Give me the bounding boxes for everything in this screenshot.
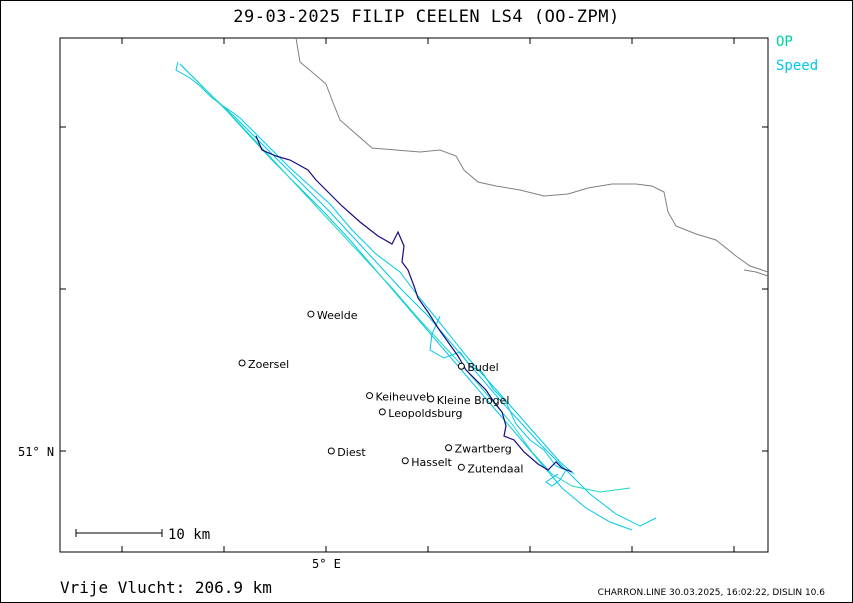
place-marker-leopoldsburg — [378, 408, 386, 416]
place-marker-zoersel — [238, 359, 246, 367]
place-marker-budel — [457, 362, 465, 370]
legend-speed: Speed — [776, 58, 819, 74]
legend-op: OP — [776, 34, 793, 50]
place-marker-zutendaal — [457, 463, 465, 471]
place-label-leopoldsburg: Leopoldsburg — [388, 407, 462, 420]
place-label-weelde: Weelde — [317, 309, 358, 322]
flight-track — [175, 61, 657, 531]
distance-text: Vrije Vlucht: 206.9 km — [60, 578, 272, 597]
place-marker-hasselt — [401, 457, 409, 465]
credit-text: CHARRON.LINE 30.03.2025, 16:02:22, DISLI… — [597, 588, 825, 598]
place-label-diest: Diest — [337, 446, 366, 459]
place-label-budel: Budel — [467, 361, 498, 374]
place-marker-weelde — [307, 310, 315, 318]
place-label-zutendaal: Zutendaal — [467, 462, 523, 475]
border-line — [295, 37, 769, 273]
place-label-zwartberg: Zwartberg — [455, 443, 512, 456]
place-marker-diest — [327, 447, 335, 455]
lon-label: 5° E — [312, 557, 341, 571]
lat-label: 51° N — [18, 445, 55, 459]
place-marker-kleine-brogel — [427, 395, 435, 403]
place-label-hasselt: Hasselt — [411, 456, 452, 469]
place-marker-keiheuvel — [366, 392, 374, 400]
plot-frame — [59, 37, 769, 553]
border-line-east — [743, 269, 769, 277]
place-label-kleine-brogel: Kleine Brogel — [437, 394, 510, 407]
place-label-zoersel: Zoersel — [248, 358, 289, 371]
place-marker-zwartberg — [445, 444, 453, 452]
map-title: 29-03-2025 FILIP CEELEN LS4 (OO-ZPM) — [233, 7, 620, 27]
scale-bar-label: 10 km — [168, 527, 210, 543]
scale-bar — [75, 529, 163, 537]
ticks — [60, 38, 768, 552]
place-label-keiheuvel: Keiheuvel — [376, 391, 430, 404]
